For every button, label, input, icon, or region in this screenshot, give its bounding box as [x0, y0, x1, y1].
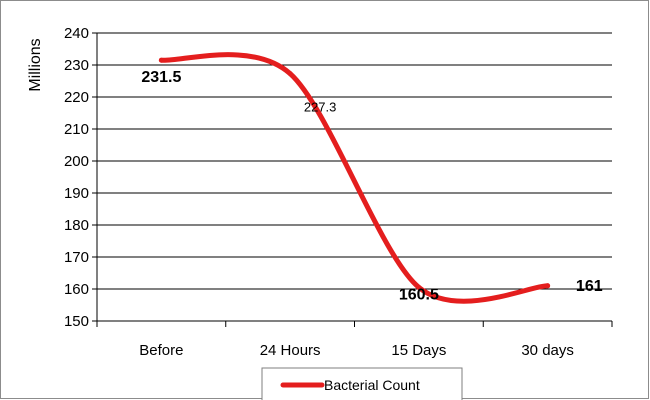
x-tick-label-2: 15 Days: [391, 342, 446, 359]
x-tick-label-0: Before: [139, 342, 183, 359]
data-label-1: 227.3: [304, 100, 337, 115]
data-point-1: [287, 71, 293, 77]
y-tick-label-150: 150: [64, 313, 89, 330]
data-point-0: [158, 57, 164, 63]
legend-label: Bacterial Count: [324, 377, 420, 393]
y-tick-label-180: 180: [64, 217, 89, 234]
data-point-2: [416, 284, 422, 290]
data-label-0: 231.5: [141, 69, 181, 86]
axes: [92, 32, 613, 327]
x-tick-label-1: 24 Hours: [260, 342, 321, 359]
y-tick-label-210: 210: [64, 121, 89, 138]
y-tick-label-220: 220: [64, 89, 89, 106]
y-tick-label-160: 160: [64, 281, 89, 298]
data-label-3: 161: [576, 278, 603, 295]
y-tick-label-190: 190: [64, 185, 89, 202]
data-point-3: [545, 283, 551, 289]
y-tick-label-240: 240: [64, 25, 89, 42]
series-line-bacterial-count: [158, 52, 551, 304]
data-labels: 231.5 227.3 160.5 161: [141, 69, 602, 303]
legend: Bacterial Count: [261, 367, 463, 400]
data-label-2: 160.5: [399, 286, 439, 303]
x-tick-label-3: 30 days: [521, 342, 574, 359]
y-axis-title: Millions: [27, 38, 44, 91]
x-tick-labels: Before 24 Hours 15 Days 30 days: [139, 342, 574, 359]
y-tick-label-170: 170: [64, 249, 89, 266]
y-tick-label-230: 230: [64, 57, 89, 74]
series-group: [158, 52, 551, 304]
y-tick-labels: 150 160 170 180 190 200 210 220 230 240: [64, 25, 89, 330]
y-tick-label-200: 200: [64, 153, 89, 170]
